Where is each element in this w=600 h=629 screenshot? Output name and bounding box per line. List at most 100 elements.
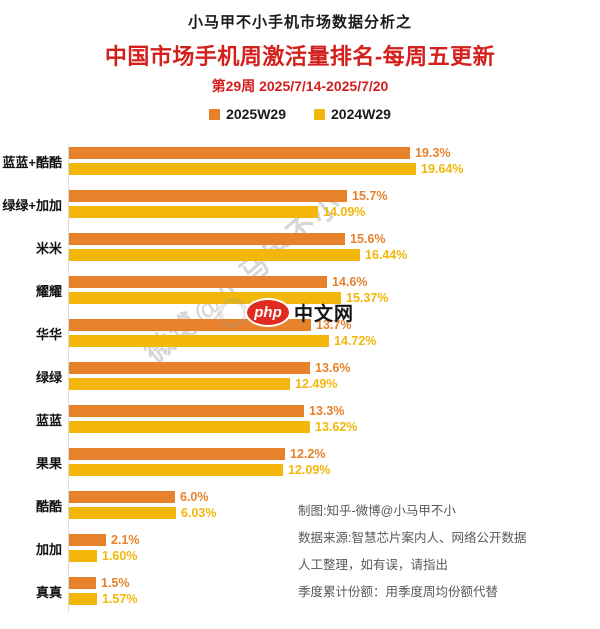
watermark-circle-icon <box>218 298 248 328</box>
bar-2024w29 <box>69 163 416 175</box>
bar-pair: 13.7% 14.72% <box>69 318 377 348</box>
bar-value-label: 13.7% <box>316 318 352 332</box>
bar-pair: 14.6% 15.37% <box>69 275 389 305</box>
bar-row: 1.60% <box>69 549 140 563</box>
bar-row: 12.2% <box>69 447 330 461</box>
category-label: 蓝蓝+酷酷 <box>2 154 62 170</box>
bar-row: 1.5% <box>69 576 137 590</box>
bar-value-label: 14.09% <box>323 205 366 219</box>
bar-value-label: 14.6% <box>332 275 368 289</box>
category-label: 加加 <box>35 541 62 557</box>
bar-value-label: 12.09% <box>288 463 331 477</box>
bar-value-label: 16.44% <box>365 248 408 262</box>
bar-value-label: 15.7% <box>352 189 388 203</box>
site-logo-text: 中文网 <box>294 304 355 325</box>
bar-value-label: 19.64% <box>421 162 464 176</box>
bar-2024w29 <box>69 206 318 218</box>
bar-2025w29 <box>69 405 304 417</box>
category-label: 蓝蓝 <box>35 412 62 428</box>
bar-2025w29 <box>69 362 310 374</box>
bar-group: 加加 2.1% 1.60% <box>0 533 463 563</box>
bar-2025w29 <box>69 491 175 503</box>
bar-2024w29 <box>69 593 97 605</box>
bar-group: 绿绿+加加 15.7% 14.09% <box>0 189 463 219</box>
bar-group: 米米 15.6% 16.44% <box>0 232 463 262</box>
bar-value-label: 6.03% <box>181 506 217 520</box>
bar-group: 华华 13.7% 14.72% <box>0 318 463 348</box>
footer-disclaimer-line: 人工整理，如有误，请指出 <box>298 558 449 572</box>
legend-label: 2024W29 <box>331 106 391 122</box>
bar-value-label: 12.49% <box>295 377 338 391</box>
category-label: 果果 <box>35 455 62 471</box>
bar-row: 19.3% <box>69 146 463 160</box>
bar-row: 15.7% <box>69 189 388 203</box>
bar-value-label: 13.62% <box>315 420 358 434</box>
bar-chart: 微博@小马甲不小 蓝蓝+酷酷19.3%19.64%绿绿+加加15.7%14.09… <box>0 140 600 629</box>
bar-2024w29 <box>69 378 290 390</box>
bar-value-label: 1.57% <box>102 592 138 606</box>
bar-2025w29 <box>69 319 311 331</box>
bar-row: 12.09% <box>69 463 331 477</box>
bar-group: 蓝蓝+酷酷 19.3% 19.64% <box>0 146 464 176</box>
supertitle: 小马甲不小手机市场数据分析之 <box>187 14 412 31</box>
bar-2024w29 <box>69 249 360 261</box>
php-logo-icon: php <box>247 300 289 325</box>
bar-row: 14.09% <box>69 205 387 219</box>
category-label: 耀耀 <box>35 283 62 299</box>
bar-row: 16.44% <box>69 248 408 262</box>
bar-value-label: 2.1% <box>111 533 140 547</box>
bar-2025w29 <box>69 276 327 288</box>
category-label: 米米 <box>35 240 62 256</box>
bar-pair: 1.5% 1.57% <box>69 576 138 606</box>
legend: 2025W29 2024W29 <box>0 106 600 122</box>
bar-row: 15.6% <box>69 232 407 246</box>
bar-2024w29 <box>69 550 97 562</box>
bar-pair: 13.6% 12.49% <box>69 361 351 391</box>
page-title: 中国市场手机周激活量排名-每周五更新 <box>104 44 496 69</box>
bar-group: 绿绿 13.6% 12.49% <box>0 361 463 391</box>
footer-credit-line: 制图:知乎-微博@小马甲不小 <box>298 504 456 518</box>
bar-2025w29 <box>69 448 285 460</box>
week-subtitle: 第29周 2025/7/14-2025/7/20 <box>211 78 389 94</box>
bar-value-label: 14.72% <box>334 334 377 348</box>
footer-source-line: 数据来源:智慧芯片案内人、网络公开数据 <box>298 531 527 545</box>
bar-value-label: 15.6% <box>350 232 386 246</box>
bar-2025w29 <box>69 534 106 546</box>
bar-group: 耀耀 14.6% 15.37% <box>0 275 463 305</box>
bar-groups: 蓝蓝+酷酷 19.3% 19.64% 绿绿+加加 15.7% 14.09% 米米 15.6% 1… <box>0 146 464 620</box>
bar-2025w29 <box>69 190 347 202</box>
footer-notes: 制图:知乎-微博@小马甲不小 数据来源:智慧芯片案内人、网络公开数据 人工整理，… <box>298 498 526 606</box>
bar-value-label: 15.37% <box>346 291 389 305</box>
footer-method-line: 季度累计份额：用季度周均份额代替 <box>298 585 499 599</box>
category-label: 华华 <box>35 326 62 342</box>
legend-label: 2025W29 <box>226 106 286 122</box>
bar-group: 真真 1.5% 1.57% <box>0 576 463 606</box>
bar-row: 1.57% <box>69 592 138 606</box>
bar-row: 12.49% <box>69 377 350 391</box>
category-label: 绿绿+加加 <box>2 197 62 213</box>
bar-pair: 12.2% 12.09% <box>69 447 331 477</box>
bar-group: 果果 12.2% 12.09% <box>0 447 463 477</box>
bar-pair: 13.3% 13.62% <box>69 404 358 434</box>
bar-value-label: 13.3% <box>309 404 345 418</box>
bar-group: 酷酷 6.0% 6.03% <box>0 490 463 520</box>
bar-2024w29 <box>69 464 283 476</box>
bar-row: 14.72% <box>69 334 377 348</box>
bar-2024w29 <box>69 335 329 347</box>
category-label: 真真 <box>35 584 62 600</box>
bar-group: 蓝蓝 13.3% 13.62% <box>0 404 463 434</box>
category-label: 酷酷 <box>35 498 62 514</box>
bar-pair: 19.3% 19.64% <box>69 146 464 176</box>
bar-pair: 2.1% 1.60% <box>69 533 140 563</box>
bar-value-label: 12.2% <box>290 447 326 461</box>
bar-value-label: 13.6% <box>315 361 351 375</box>
legend-item-2025w29: 2025W29 <box>209 106 286 122</box>
bar-value-label: 1.5% <box>101 576 130 590</box>
bar-2025w29 <box>69 147 410 159</box>
bar-pair: 6.0% 6.03% <box>69 490 217 520</box>
bar-pair: 15.7% 14.09% <box>69 189 388 219</box>
legend-item-2024w29: 2024W29 <box>314 106 391 122</box>
bar-value-label: 19.3% <box>415 146 451 160</box>
bar-2024w29 <box>69 507 176 519</box>
